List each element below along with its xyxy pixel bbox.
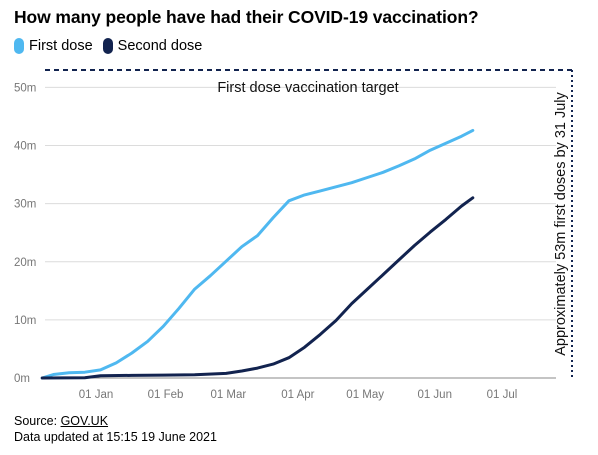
target-label: First dose vaccination target [217, 80, 398, 96]
legend-label-first-dose: First dose [29, 38, 93, 54]
x-tick-label: 01 Mar [210, 389, 246, 401]
data-updated: Data updated at 15:15 19 June 2021 [14, 430, 217, 444]
series-line-first-dose [40, 128, 475, 380]
legend-swatch-second-dose [102, 38, 113, 54]
x-tick-label: 01 Jul [487, 389, 518, 401]
x-tick-label: 01 Apr [281, 389, 314, 401]
source-note: Source: GOV.UK Data updated at 15:15 19 … [14, 413, 217, 445]
y-tick-label: 50m [14, 82, 36, 94]
y-tick-label: 10m [14, 315, 36, 327]
legend-label-second-dose: Second dose [117, 38, 203, 54]
x-tick-label: 01 Jan [79, 389, 114, 401]
x-tick-label: 01 Jun [417, 389, 452, 401]
legend: First dose Second dose [14, 38, 212, 54]
y-tick-label: 0m [14, 373, 30, 385]
series-line-second-dose [40, 196, 475, 380]
legend-item-first-dose: First dose [14, 38, 93, 54]
source-link[interactable]: GOV.UK [60, 414, 109, 428]
x-tick-label: 01 May [346, 389, 384, 401]
legend-swatch-first-dose [14, 38, 24, 54]
legend-item-second-dose: Second dose [102, 38, 203, 54]
y-tick-label: 40m [14, 141, 36, 153]
chart-title: How many people have had their COVID-19 … [14, 7, 479, 27]
x-tick-label: 01 Feb [148, 389, 184, 401]
y-tick-label: 30m [14, 199, 36, 211]
target-vertical-label: Approximately 53m first doses by 31 July [553, 91, 569, 355]
source-prefix: Source: [14, 414, 61, 428]
y-tick-label: 20m [14, 257, 36, 269]
